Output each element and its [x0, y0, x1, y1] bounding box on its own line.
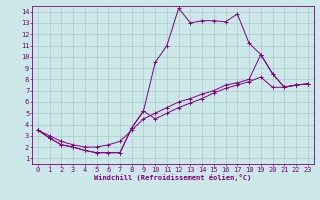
X-axis label: Windchill (Refroidissement éolien,°C): Windchill (Refroidissement éolien,°C) [94, 174, 252, 181]
